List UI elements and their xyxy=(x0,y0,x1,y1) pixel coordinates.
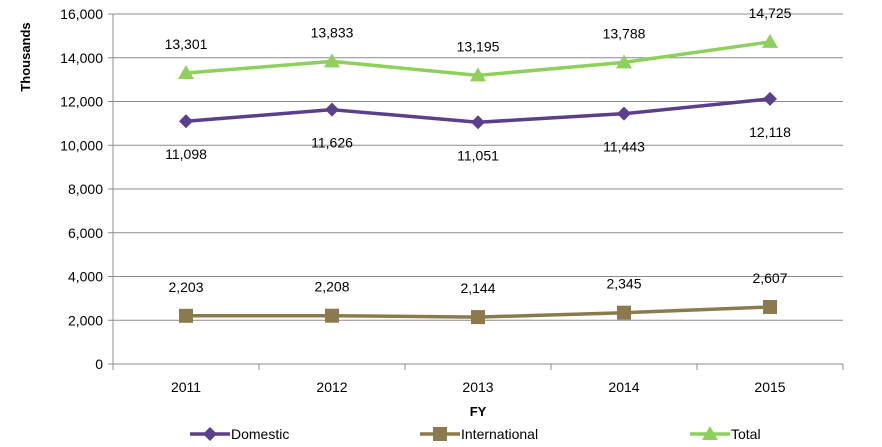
series-total: 13,301 13,833 13,195 13,788 14,725 xyxy=(165,5,792,81)
legend-label: International xyxy=(461,426,538,442)
total-data-label: 14,725 xyxy=(749,5,792,21)
international-data-label: 2,607 xyxy=(752,270,787,286)
international-data-label: 2,345 xyxy=(606,276,641,292)
international-data-label: 2,208 xyxy=(314,279,349,295)
y-axis-title: Thousands xyxy=(18,22,33,91)
total-data-label: 13,833 xyxy=(311,24,354,40)
total-point xyxy=(762,34,778,48)
y-tick-label: 14,000 xyxy=(60,50,103,66)
x-tick-label: 2012 xyxy=(316,379,347,395)
y-tick-label: 0 xyxy=(95,356,103,372)
legend: Domestic International Total xyxy=(190,426,761,442)
series-domestic: 11,098 11,626 11,051 11,443 12,118 xyxy=(165,92,791,163)
domestic-point xyxy=(617,107,631,121)
x-tick-label: 2014 xyxy=(608,379,639,395)
international-data-label: 2,203 xyxy=(168,279,203,295)
legend-item-international: International xyxy=(420,426,538,442)
y-tick-label: 10,000 xyxy=(60,137,103,153)
x-tick-label: 2015 xyxy=(754,379,785,395)
international-data-label: 2,144 xyxy=(460,280,495,296)
y-tick-label: 16,000 xyxy=(60,6,103,22)
y-tick-labels: 0 2,000 4,000 6,000 8,000 10,000 12,000 14,000 1… xyxy=(60,6,103,372)
domestic-data-label: 11,098 xyxy=(165,146,207,162)
international-point xyxy=(179,309,193,323)
total-data-label: 13,788 xyxy=(603,25,646,41)
x-tick-label: 2013 xyxy=(462,379,493,395)
x-tick-label: 2011 xyxy=(171,379,201,395)
y-tick-label: 2,000 xyxy=(68,312,103,328)
international-point xyxy=(763,300,777,314)
domestic-data-label: 12,118 xyxy=(749,124,791,140)
total-data-label: 13,301 xyxy=(165,36,208,52)
legend-item-total: Total xyxy=(690,426,761,442)
series-international: 2,203 2,208 2,144 2,345 2,607 xyxy=(168,270,787,324)
x-tick-labels: 2011 2012 2013 2014 2015 xyxy=(171,379,786,395)
y-tick-label: 6,000 xyxy=(68,225,103,241)
legend-marker xyxy=(203,427,217,441)
x-axis-title: FY xyxy=(470,404,487,419)
domestic-point xyxy=(471,115,485,129)
domestic-point xyxy=(325,103,339,117)
domestic-data-label: 11,051 xyxy=(457,147,499,163)
international-point xyxy=(325,309,339,323)
legend-marker xyxy=(433,427,447,441)
domestic-data-label: 11,443 xyxy=(603,139,645,155)
domestic-point xyxy=(763,92,777,106)
legend-label: Total xyxy=(731,426,761,442)
legend-label: Domestic xyxy=(231,426,289,442)
international-point xyxy=(471,310,485,324)
international-point xyxy=(617,306,631,320)
y-tick-label: 4,000 xyxy=(68,269,103,285)
y-tick-label: 12,000 xyxy=(60,94,103,110)
legend-item-domestic: Domestic xyxy=(190,426,289,442)
total-data-label: 13,195 xyxy=(457,38,500,54)
y-tick-label: 8,000 xyxy=(68,181,103,197)
domestic-data-label: 11,626 xyxy=(311,135,353,151)
domestic-point xyxy=(179,114,193,128)
